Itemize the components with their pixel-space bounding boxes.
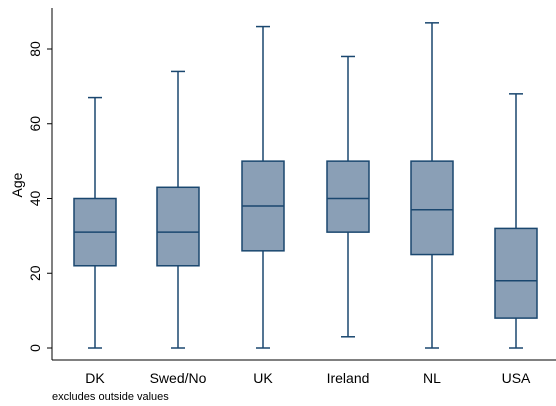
x-tick-label: NL bbox=[423, 370, 441, 386]
y-tick-label: 0 bbox=[27, 344, 43, 352]
box-series bbox=[73, 22, 538, 349]
iqr-box bbox=[156, 186, 200, 267]
y-tick-label: 80 bbox=[27, 41, 43, 57]
iqr-box bbox=[326, 160, 370, 233]
x-axis: DK Swed/No UK Ireland NL USA bbox=[52, 359, 556, 386]
box-usa bbox=[494, 93, 538, 349]
x-tick-label: Swed/No bbox=[150, 370, 207, 386]
y-axis-title: Age bbox=[9, 172, 25, 197]
x-tick-label: UK bbox=[253, 370, 273, 386]
iqr-box bbox=[494, 227, 538, 319]
x-tick-label: Ireland bbox=[327, 370, 370, 386]
y-tick-label: 20 bbox=[27, 265, 43, 281]
box-swed-no bbox=[156, 70, 200, 349]
box-nl bbox=[410, 22, 454, 349]
box-dk bbox=[73, 96, 117, 349]
x-tick-label: USA bbox=[502, 370, 531, 386]
box-ireland bbox=[326, 55, 370, 338]
y-axis: 0 20 40 60 80 bbox=[27, 8, 53, 360]
y-tick-label: 60 bbox=[27, 116, 43, 132]
x-tick-label: DK bbox=[85, 370, 105, 386]
box-uk bbox=[241, 25, 285, 349]
y-tick-label: 40 bbox=[27, 191, 43, 207]
chart-note: excludes outside values bbox=[52, 391, 169, 403]
iqr-box bbox=[410, 160, 454, 256]
